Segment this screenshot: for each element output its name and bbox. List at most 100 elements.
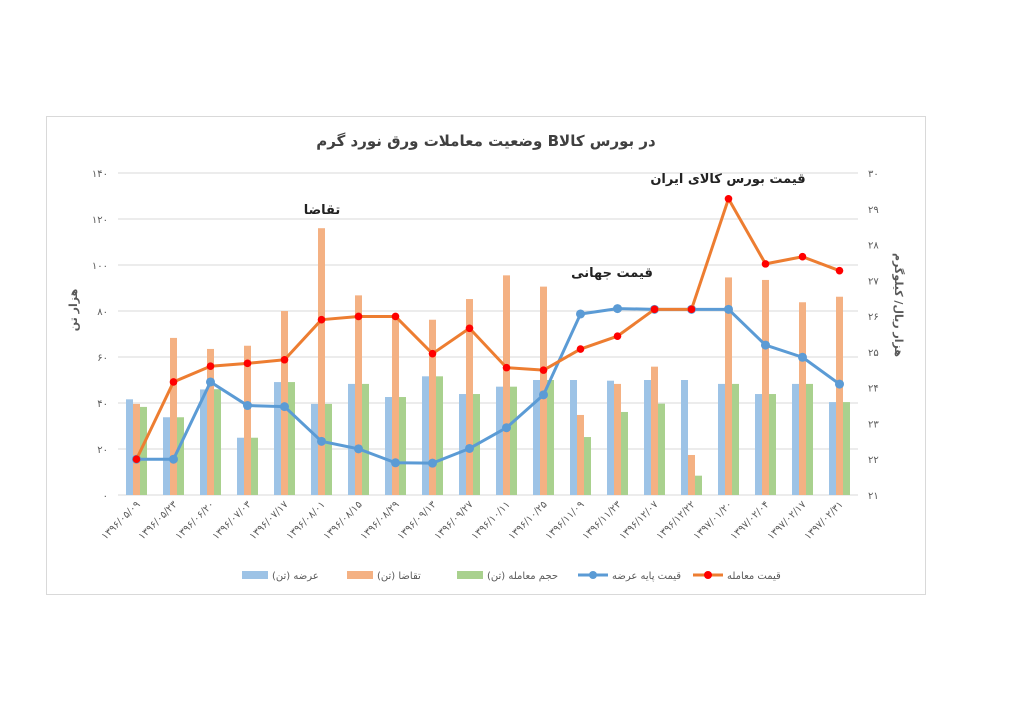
right-tick-label: ۲۱ [868,491,879,502]
bar-supply [496,386,503,495]
x-tick-label: ۱۳۹۶/۰۸/۱۵ [322,499,365,542]
left-tick-label: ۶۰ [97,353,108,364]
bar-demand [614,383,621,495]
x-tick-label: ۱۳۹۶/۰۹/۲۷ [433,499,476,542]
x-tick-label: ۱۳۹۶/۰۷/۱۷ [248,499,291,542]
trade-price-point [169,378,178,386]
bar-demand [318,228,325,495]
bar-volume [621,411,628,495]
x-tick-label: ۱۳۹۷/۰۲/۱۷ [766,499,809,542]
x-tick-label: ۱۳۹۶/۱۲/۰۷ [618,499,661,542]
bar-supply [533,380,540,495]
left-tick-label: ۰ [103,491,108,502]
base-price-point [354,444,363,454]
base-price-point [761,340,770,350]
trade-price-point [835,266,844,275]
x-tick-label: ۱۳۹۷/۰۲/۳۱ [803,499,846,542]
legend-label: قیمت پایه عرضه [612,571,681,582]
trade-price-point [687,305,696,314]
legend-swatch [347,571,373,579]
base-price-point [391,458,400,468]
legend-marker [589,571,597,579]
x-tick-label: ۱۳۹۶/۱۰/۲۵ [507,499,550,542]
base-price-point [169,454,178,464]
bar-demand [688,454,695,495]
chart-frame [46,116,926,595]
bar-supply [163,417,170,495]
right-axis-label: هزار ریال/ کیلوگرم [892,253,905,357]
legend-swatch [457,571,483,579]
legend-label: عرضه (تن) [272,571,319,582]
trade-price-point [354,312,363,321]
bar-demand [799,302,806,495]
bar-volume [547,380,554,495]
trade-price-point [576,345,585,353]
bar-supply [348,383,355,495]
annotation-iran-price: قیمت بورس کالای ایران [650,172,805,187]
bar-volume [769,394,776,495]
bar-volume [325,403,332,495]
bar-supply [755,394,762,495]
bar-supply [274,382,281,495]
left-tick-label: ۸۰ [97,307,108,318]
bar-demand [651,366,658,495]
x-tick-label: ۱۳۹۶/۰۹/۱۳ [396,499,439,542]
x-tick-label: ۱۳۹۶/۱۲/۲۲ [655,499,698,542]
legend-label: حجم معامله (تن) [487,571,558,582]
trade-price-point [428,349,437,358]
bar-demand [466,299,473,495]
trade-price-point [502,363,511,372]
right-tick-label: ۲۴ [868,384,879,395]
bar-demand [133,403,140,495]
trade-price-point [391,312,400,321]
bar-demand [244,345,251,495]
left-axis-label: هزار تن [67,289,80,331]
x-tick-label: ۱۳۹۶/۱۱/۲۳ [581,499,624,542]
bar-volume [510,386,517,495]
bar-demand [170,337,177,495]
bar-supply [200,389,207,495]
legend: عرضه (تن) تقاضا (تن) حجم معامله (تن) قیمت پ… [242,571,781,582]
bar-volume [843,402,850,495]
trade-price-point [280,355,289,364]
right-tick-label: ۳۰ [868,169,879,180]
left-tick-label: ۲۰ [97,445,108,456]
bar-demand [762,279,769,495]
bar-volume [288,382,295,495]
trade-price-point [317,315,326,324]
bar-volume [584,437,591,495]
left-tick-label: ۴۰ [97,399,108,410]
bar-demand [836,296,843,495]
lines [132,194,844,468]
bar-supply [126,399,133,495]
trade-price-point [613,332,622,340]
bars [126,228,850,495]
bar-supply [422,376,429,495]
base-price-point [428,458,437,468]
trade-price-point [132,455,141,464]
legend-label: قیمت معامله [727,571,781,582]
base-price-point [502,423,511,433]
trade-price-point [465,324,474,333]
left-tick-label: ۱۴۰ [92,169,108,180]
x-tick-label: ۱۳۹۷/۰۲/۰۴ [729,499,772,542]
x-tick-label: ۱۳۹۶/۰۶/۲۰ [174,499,217,542]
right-tick-label: ۲۳ [868,419,879,430]
right-tick-label: ۲۲ [868,455,879,466]
chart-title: وضعیت معاملات ورق نورد گرم Bدر بورس کالا [316,132,656,150]
base-price-point [576,309,585,319]
bar-volume [177,417,184,495]
bar-volume [399,397,406,495]
trade-price-point [243,359,252,368]
legend-swatch [242,571,268,579]
bar-volume [695,475,702,495]
annotation-world-price: قیمت جهانی [571,266,653,281]
base-price-point [280,402,289,412]
base-price-point [613,304,622,314]
bar-volume [658,403,665,495]
x-tick-label: ۱۳۹۶/۰۸/۲۹ [359,499,402,542]
bar-supply [644,380,651,495]
base-price-point [724,304,733,314]
trade-price-point [539,366,548,374]
bar-supply [459,394,466,495]
